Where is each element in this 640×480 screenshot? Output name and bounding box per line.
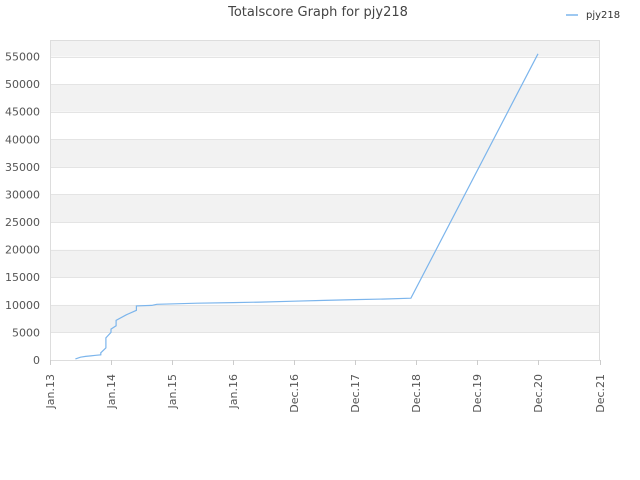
y-tick-label: 20000 xyxy=(5,244,40,257)
y-axis: 0 5000 10000 15000 20000 25000 30000 35000 40000… xyxy=(5,51,40,367)
plot-band xyxy=(50,222,600,250)
y-tick-label: 50000 xyxy=(5,78,40,91)
gridlines xyxy=(50,40,600,361)
y-tick-label: 0 xyxy=(33,354,40,367)
chart-title: Totalscore Graph for pjy218 xyxy=(227,5,408,20)
series-layer xyxy=(75,53,539,360)
plot-band xyxy=(50,194,600,223)
y-tick-label: 35000 xyxy=(5,161,40,174)
plot-band xyxy=(50,111,600,140)
x-tick-label: Dec.19 xyxy=(471,374,484,413)
y-tick-label: 55000 xyxy=(5,51,40,64)
legend-label[interactable]: pjy218 xyxy=(586,10,620,21)
x-tick-label: Dec.16 xyxy=(288,374,301,413)
x-tick-label: Dec.21 xyxy=(594,374,607,413)
y-tick-label: 45000 xyxy=(5,106,40,119)
x-tick-label: Dec.17 xyxy=(349,374,362,413)
y-tick-label: 5000 xyxy=(12,326,40,339)
plot-bands xyxy=(50,40,600,360)
legend[interactable]: pjy218 xyxy=(566,10,620,21)
x-tick-label: Jan.16 xyxy=(227,374,240,409)
x-tick-label: Jan.14 xyxy=(105,374,118,409)
plot-band xyxy=(50,332,600,360)
y-tick-label: 25000 xyxy=(5,216,40,229)
y-tick-label: 15000 xyxy=(5,271,40,284)
plot-band xyxy=(50,139,600,167)
x-tick-label: Dec.18 xyxy=(410,374,423,413)
plot-band xyxy=(50,304,600,333)
x-tick-label: Jan.13 xyxy=(44,374,57,409)
y-tick-label: 30000 xyxy=(5,188,40,201)
plot-frame xyxy=(50,40,600,361)
series-line-pjy218 xyxy=(75,53,539,360)
x-tick-label: Dec.20 xyxy=(532,374,545,413)
plot-band xyxy=(50,84,600,112)
y-tick-label: 10000 xyxy=(5,299,40,312)
plot-band xyxy=(50,166,600,195)
x-axis: Jan.13 Jan.14 Jan.15 Jan.16 Dec.16 Dec.17 Dec.… xyxy=(44,360,607,413)
plot-band xyxy=(50,40,600,57)
plot-band xyxy=(50,249,600,278)
x-tick-label: Jan.15 xyxy=(166,374,179,409)
y-tick-label: 40000 xyxy=(5,133,40,146)
plot-band xyxy=(50,56,600,85)
